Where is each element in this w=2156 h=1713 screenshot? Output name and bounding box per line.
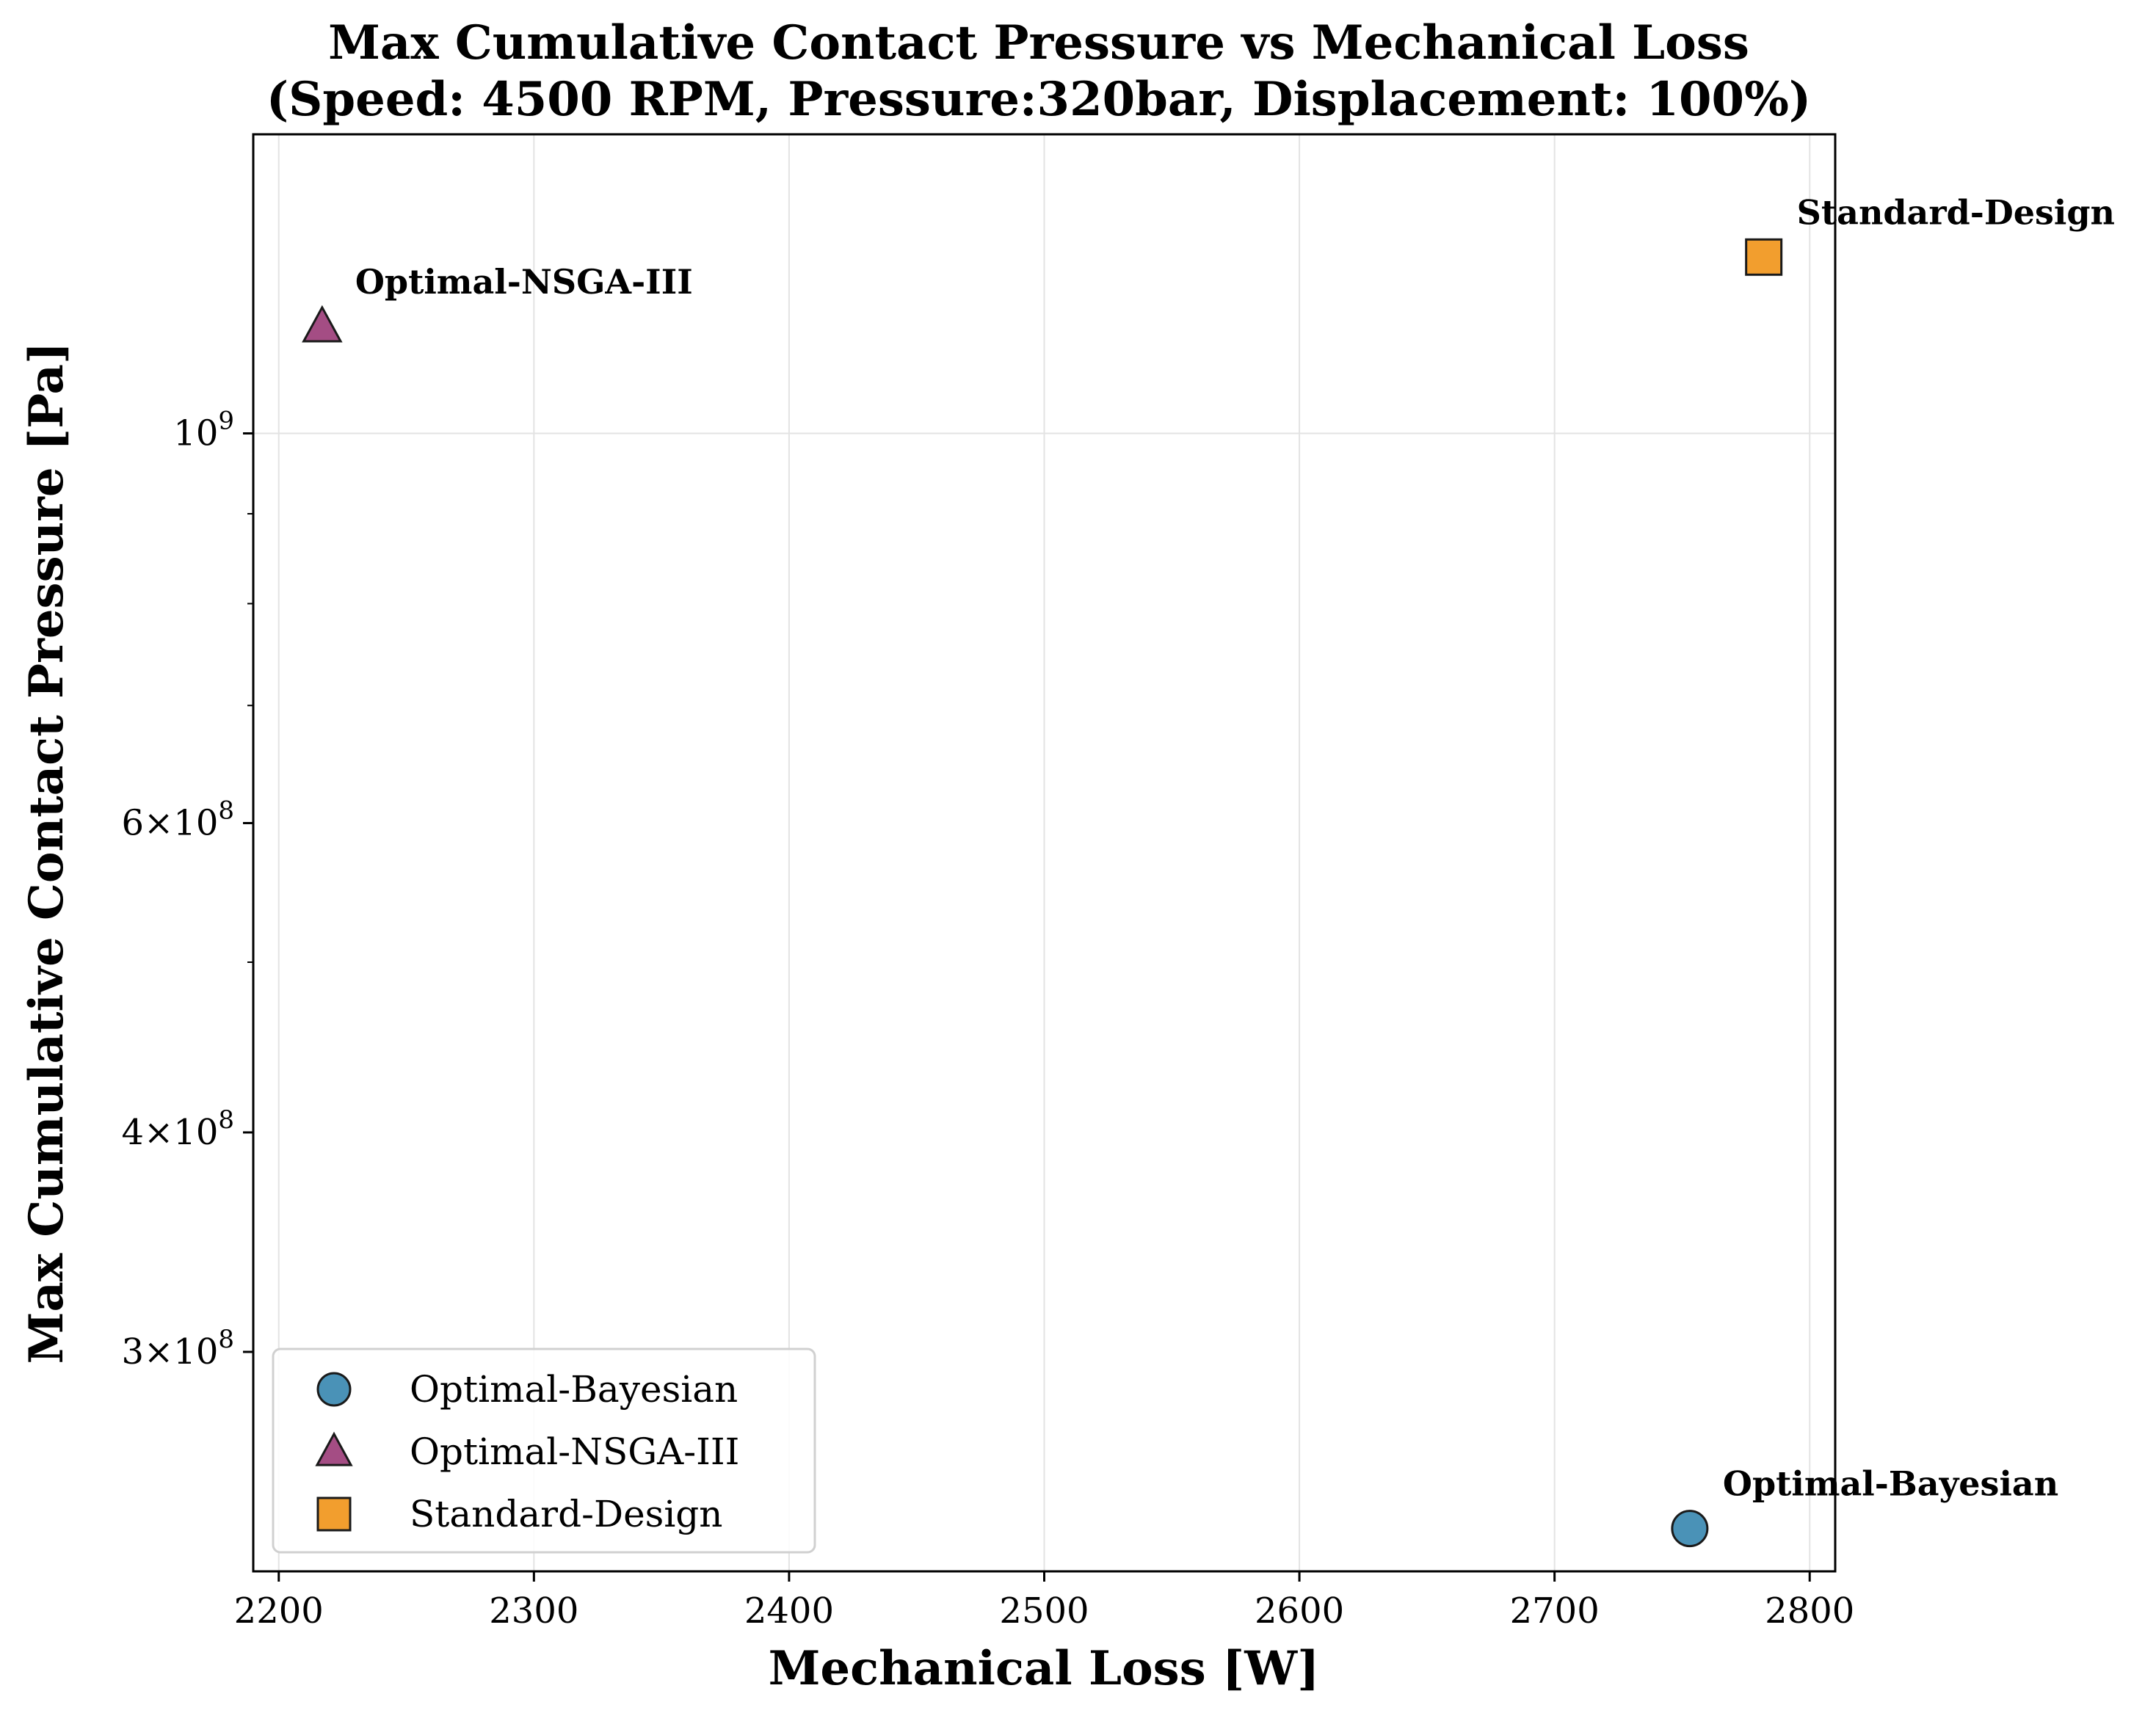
- y-tick-label: 4×108: [122, 1105, 234, 1153]
- point-annotation: Optimal-Bayesian: [1723, 1464, 2058, 1504]
- x-tick-label: 2600: [1255, 1590, 1344, 1632]
- legend-label: Standard-Design: [410, 1493, 723, 1535]
- point-annotations: Optimal-Bayesian Optimal-NSGA-III Standard…: [355, 192, 2115, 1503]
- x-axis-label: Mechanical Loss [W]: [769, 1641, 1320, 1696]
- plot-frame: [252, 133, 1837, 1573]
- data-points: [302, 238, 1783, 1548]
- x-tick-label: 2300: [489, 1590, 578, 1632]
- legend: Optimal-Bayesian Optimal-NSGA-III Standard…: [272, 1348, 816, 1554]
- x-tick-label: 2500: [999, 1590, 1089, 1632]
- x-tick-label: 2400: [744, 1590, 834, 1632]
- legend-box: [272, 1348, 816, 1554]
- grid-lines: [253, 134, 1835, 1571]
- axis-ticks: 2200 2300 2400 2500 2600 2700 2800 109 6×108 4×10…: [122, 407, 1855, 1632]
- legend-label: Optimal-NSGA-III: [410, 1430, 739, 1473]
- chart-title: Max Cumulative Contact Pressure vs Mecha…: [328, 15, 1749, 70]
- legend-label: Optimal-Bayesian: [410, 1368, 738, 1411]
- y-tick-label: 109: [173, 407, 234, 454]
- marker-square: [1745, 238, 1783, 276]
- x-tick-label: 2700: [1510, 1590, 1600, 1632]
- legend-triangle-icon: [315, 1431, 353, 1466]
- marker-triangle: [302, 305, 343, 343]
- x-tick-label: 2800: [1765, 1590, 1854, 1632]
- y-tick-label: 3×108: [122, 1325, 234, 1372]
- marker-circle: [1671, 1510, 1709, 1548]
- y-axis-label: Max Cumulative Contact Pressure [Pa]: [19, 342, 74, 1364]
- point-annotation: Optimal-NSGA-III: [355, 262, 693, 302]
- y-tick-label: 6×108: [122, 796, 234, 843]
- chart-subtitle: (Speed: 4500 RPM, Pressure:320bar, Displ…: [266, 72, 1811, 127]
- legend-circle-icon: [316, 1372, 352, 1407]
- legend-square-icon: [316, 1496, 352, 1532]
- point-annotation: Standard-Design: [1797, 192, 2115, 232]
- x-tick-label: 2200: [234, 1590, 324, 1632]
